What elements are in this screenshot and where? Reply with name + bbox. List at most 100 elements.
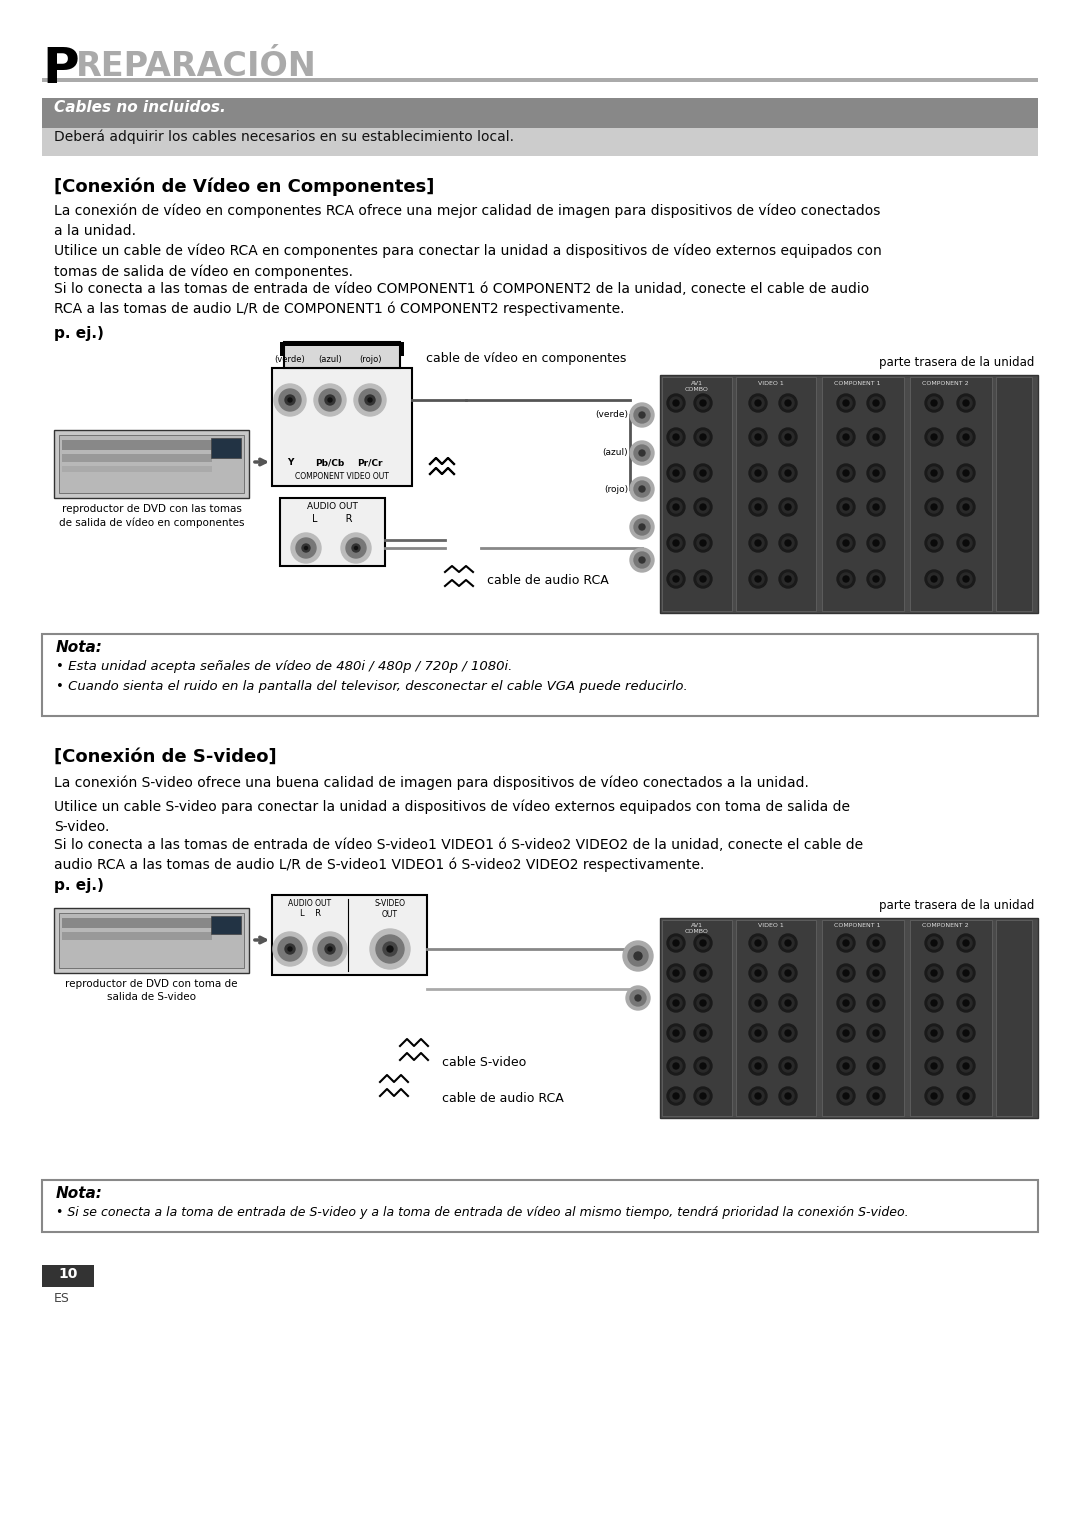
Circle shape bbox=[782, 1061, 794, 1071]
Circle shape bbox=[670, 1027, 681, 1039]
Circle shape bbox=[843, 504, 849, 510]
Circle shape bbox=[960, 967, 972, 980]
Circle shape bbox=[752, 1027, 764, 1039]
Circle shape bbox=[750, 1024, 767, 1042]
Circle shape bbox=[755, 433, 761, 439]
Circle shape bbox=[697, 537, 708, 549]
Circle shape bbox=[341, 533, 372, 563]
Circle shape bbox=[843, 1030, 849, 1036]
Circle shape bbox=[755, 940, 761, 946]
Circle shape bbox=[779, 534, 797, 552]
Circle shape bbox=[697, 467, 708, 479]
Circle shape bbox=[957, 1024, 975, 1042]
Circle shape bbox=[867, 1087, 885, 1105]
Circle shape bbox=[924, 993, 943, 1012]
Circle shape bbox=[924, 934, 943, 952]
Bar bbox=[62, 919, 212, 928]
Circle shape bbox=[387, 946, 393, 952]
Circle shape bbox=[924, 394, 943, 412]
Bar bbox=[822, 920, 904, 1116]
Text: COMPONENT 2: COMPONENT 2 bbox=[921, 382, 969, 386]
Circle shape bbox=[840, 430, 852, 443]
Circle shape bbox=[779, 464, 797, 482]
Circle shape bbox=[843, 400, 849, 406]
Text: COMPONENT VIDEO OUT: COMPONENT VIDEO OUT bbox=[295, 472, 389, 481]
Circle shape bbox=[352, 543, 360, 552]
Circle shape bbox=[752, 1061, 764, 1071]
Bar bbox=[42, 633, 1038, 716]
Circle shape bbox=[928, 467, 940, 479]
Circle shape bbox=[750, 464, 767, 482]
Circle shape bbox=[752, 397, 764, 409]
Circle shape bbox=[870, 1061, 882, 1071]
Circle shape bbox=[697, 1090, 708, 1102]
Circle shape bbox=[867, 993, 885, 1012]
Circle shape bbox=[670, 501, 681, 513]
Circle shape bbox=[302, 543, 310, 552]
Circle shape bbox=[670, 937, 681, 949]
Circle shape bbox=[750, 394, 767, 412]
Circle shape bbox=[873, 470, 879, 476]
Circle shape bbox=[667, 993, 685, 1012]
Circle shape bbox=[700, 971, 706, 977]
Text: Si lo conecta a las tomas de entrada de vídeo COMPONENT1 ó COMPONENT2 de la unid: Si lo conecta a las tomas de entrada de … bbox=[54, 282, 869, 316]
Circle shape bbox=[697, 996, 708, 1009]
Text: cable de audio RCA: cable de audio RCA bbox=[442, 1093, 564, 1105]
Circle shape bbox=[870, 996, 882, 1009]
Circle shape bbox=[694, 534, 712, 552]
Circle shape bbox=[867, 394, 885, 412]
Circle shape bbox=[782, 996, 794, 1009]
Circle shape bbox=[667, 1058, 685, 1074]
Circle shape bbox=[325, 945, 335, 954]
Circle shape bbox=[963, 971, 969, 977]
Circle shape bbox=[752, 967, 764, 980]
Bar bbox=[62, 439, 212, 450]
Circle shape bbox=[837, 964, 855, 983]
Circle shape bbox=[779, 993, 797, 1012]
Bar bbox=[42, 98, 1038, 128]
Circle shape bbox=[843, 540, 849, 546]
Circle shape bbox=[750, 993, 767, 1012]
Circle shape bbox=[288, 948, 292, 951]
Circle shape bbox=[960, 537, 972, 549]
Circle shape bbox=[928, 967, 940, 980]
Circle shape bbox=[670, 1090, 681, 1102]
Circle shape bbox=[700, 575, 706, 581]
Circle shape bbox=[755, 540, 761, 546]
Circle shape bbox=[673, 1064, 679, 1070]
Text: reproductor de DVD con toma de: reproductor de DVD con toma de bbox=[65, 980, 238, 989]
Circle shape bbox=[694, 394, 712, 412]
Circle shape bbox=[291, 533, 321, 563]
Circle shape bbox=[779, 1024, 797, 1042]
Circle shape bbox=[296, 539, 316, 559]
Circle shape bbox=[694, 571, 712, 588]
Circle shape bbox=[673, 504, 679, 510]
Circle shape bbox=[928, 1061, 940, 1071]
Text: salida de S-video: salida de S-video bbox=[107, 992, 195, 1003]
Circle shape bbox=[670, 397, 681, 409]
Circle shape bbox=[697, 1027, 708, 1039]
Bar bbox=[996, 920, 1032, 1116]
Text: cable de audio RCA: cable de audio RCA bbox=[487, 574, 609, 588]
Circle shape bbox=[840, 537, 852, 549]
Text: p. ej.): p. ej.) bbox=[54, 877, 104, 893]
Circle shape bbox=[288, 398, 292, 401]
Text: L    R: L R bbox=[299, 909, 321, 919]
Circle shape bbox=[840, 937, 852, 949]
Circle shape bbox=[755, 504, 761, 510]
Circle shape bbox=[667, 534, 685, 552]
Circle shape bbox=[963, 1000, 969, 1006]
Circle shape bbox=[670, 537, 681, 549]
Circle shape bbox=[694, 1087, 712, 1105]
Circle shape bbox=[873, 400, 879, 406]
Circle shape bbox=[873, 940, 879, 946]
Circle shape bbox=[843, 940, 849, 946]
Circle shape bbox=[960, 572, 972, 584]
Circle shape bbox=[639, 485, 645, 491]
Bar bbox=[272, 896, 427, 975]
Circle shape bbox=[752, 430, 764, 443]
Circle shape bbox=[960, 996, 972, 1009]
Circle shape bbox=[634, 519, 650, 536]
Circle shape bbox=[837, 1024, 855, 1042]
Circle shape bbox=[957, 1087, 975, 1105]
